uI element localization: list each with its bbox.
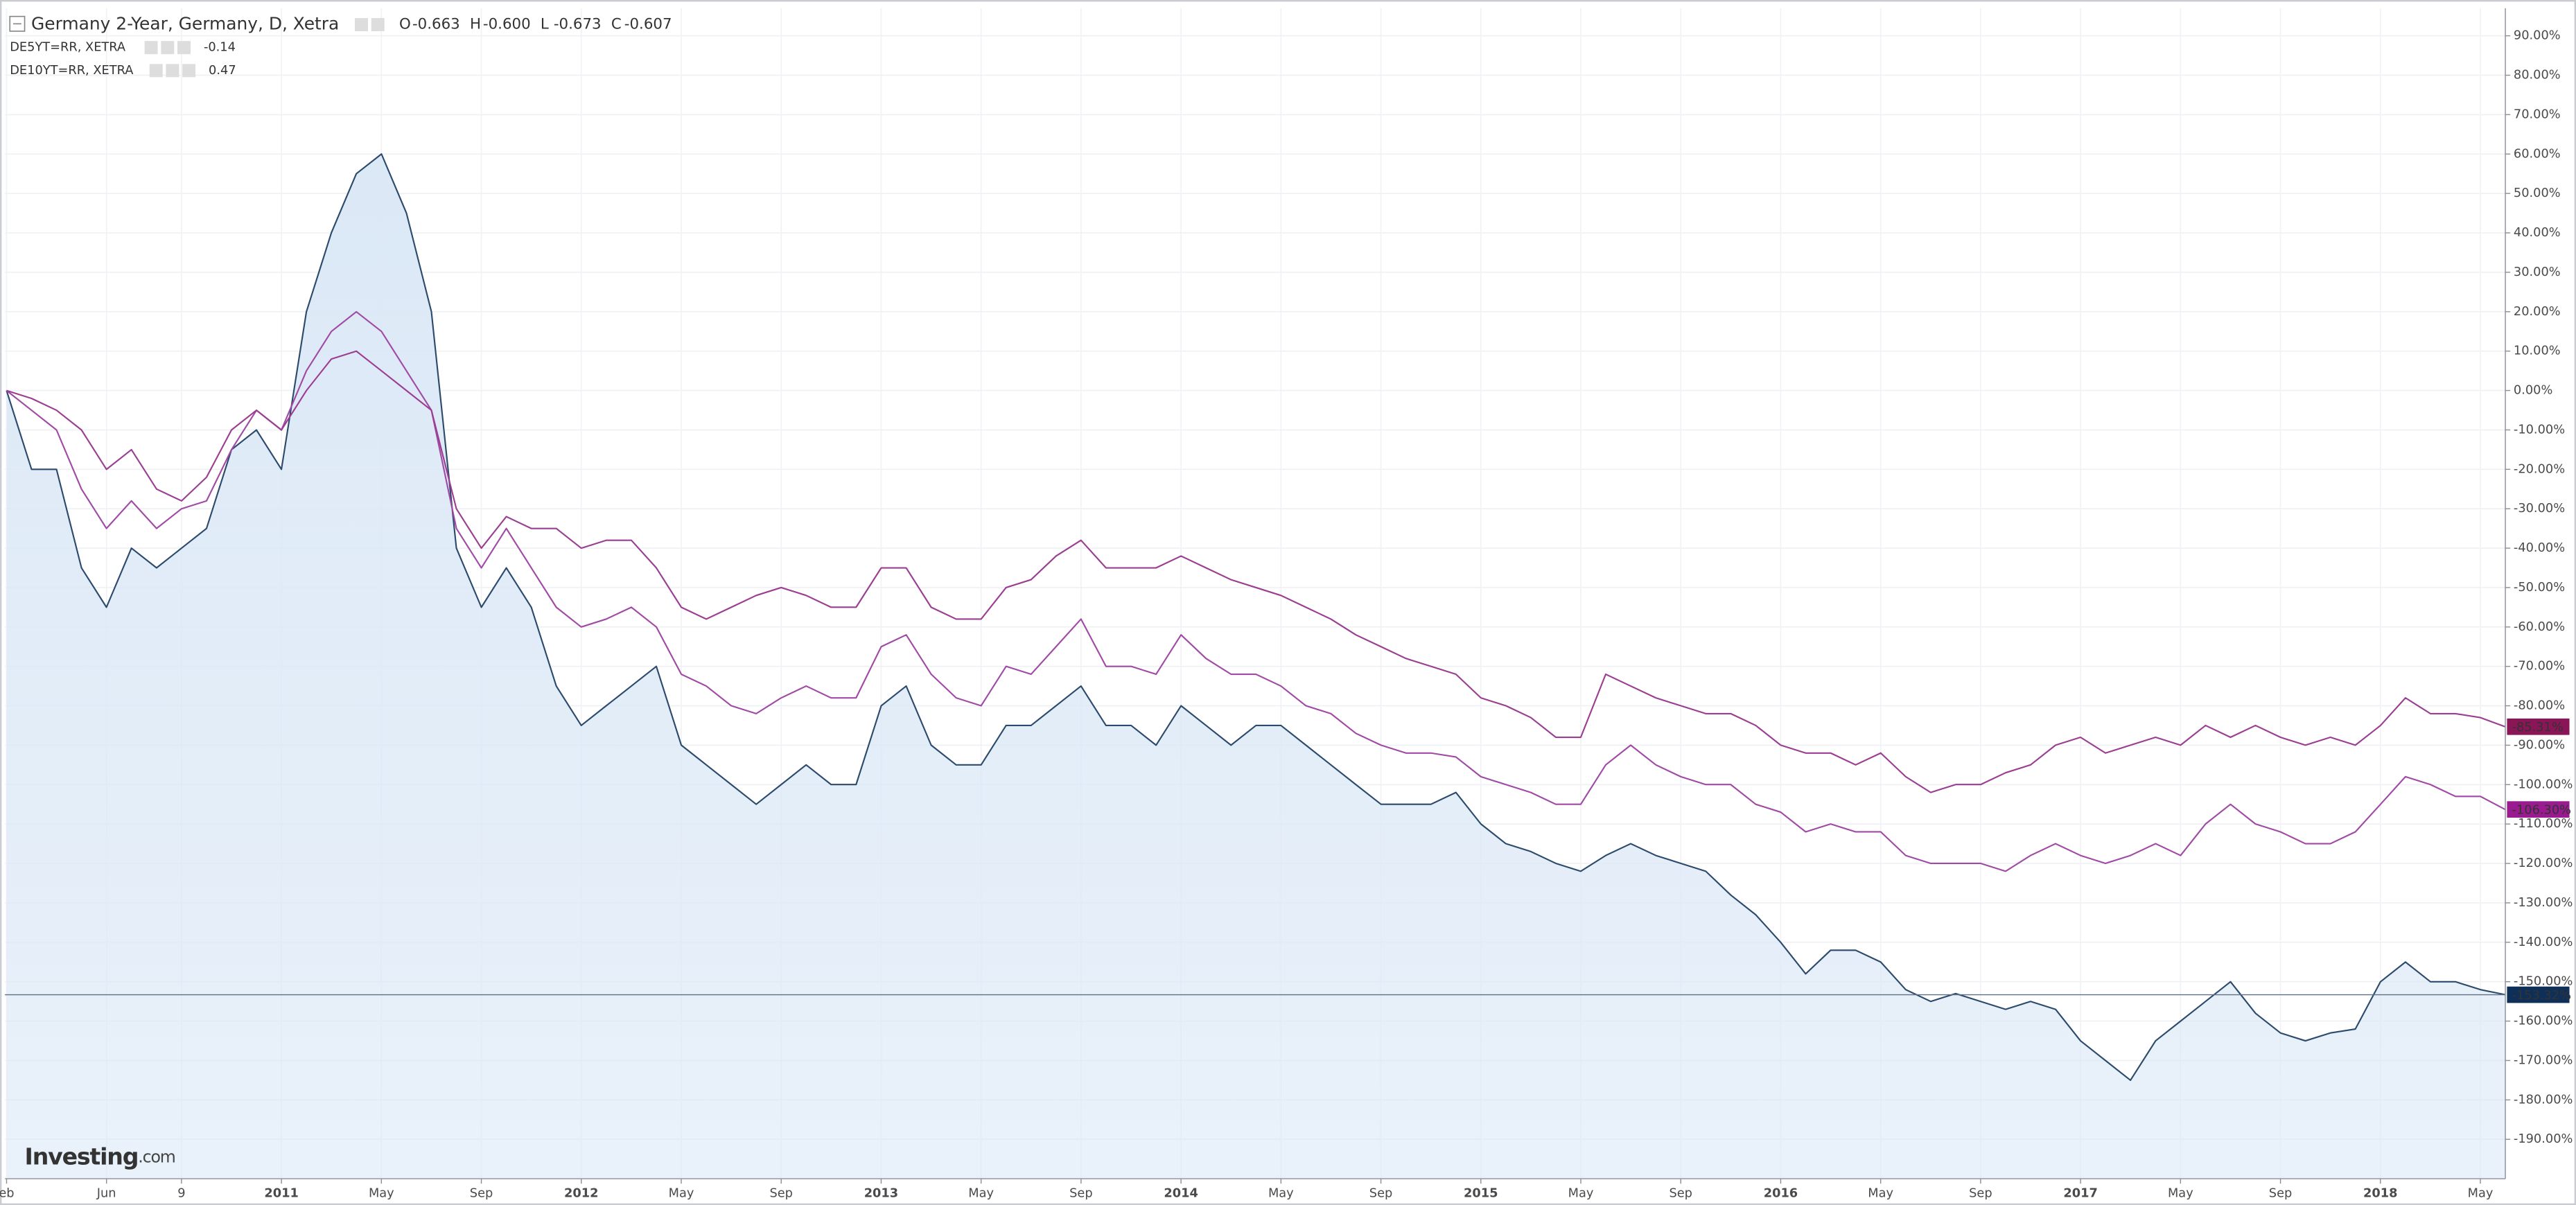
brand-main: Investing [25, 1143, 139, 1170]
collapse-icon[interactable] [9, 15, 26, 32]
series-line [6, 153, 2506, 1082]
y-tick-label: -180.00% [2514, 1093, 2573, 1107]
x-tick-label: 2017 [2063, 1186, 2097, 1200]
legend-icon [166, 64, 179, 78]
y-tick-label: -50.00% [2514, 581, 2565, 595]
x-tick-label: May [968, 1186, 994, 1200]
series-line [6, 310, 2506, 872]
x-tick-label: 2011 [264, 1186, 298, 1200]
ohlc-value: -0.607 [624, 16, 672, 33]
x-tick-label: 2018 [2363, 1186, 2397, 1200]
x-tick-label: 9 [177, 1186, 185, 1200]
x-tick-label: May [1568, 1186, 1594, 1200]
y-tick-label: -70.00% [2514, 660, 2565, 674]
chart-title: Germany 2-Year, Germany, D, Xetra [31, 14, 339, 34]
ohlc-value: -0.663 [412, 16, 460, 33]
ohlc-key: C [611, 16, 622, 33]
x-tick-label: Sep [1369, 1186, 1392, 1200]
y-tick-label: -160.00% [2514, 1014, 2573, 1028]
y-tick-label: -130.00% [2514, 896, 2573, 910]
y-tick-label: -10.00% [2514, 423, 2565, 437]
x-tick-label: Sep [1669, 1186, 1692, 1200]
y-tick-label: 10.00% [2514, 344, 2561, 358]
x-tick-label: 2014 [1164, 1186, 1198, 1200]
last-value-label: -153.32% [2512, 989, 2571, 1003]
y-tick-label: -150.00% [2514, 975, 2573, 989]
y-tick-label: -30.00% [2514, 502, 2565, 516]
x-tick-label: Jun [96, 1186, 116, 1200]
last-value-label: -85.31% [2512, 721, 2564, 735]
y-tick-label: 20.00% [2514, 305, 2561, 319]
y-tick-label: 70.00% [2514, 107, 2561, 121]
y-tick-label: -110.00% [2514, 817, 2573, 831]
y-tick-label: -40.00% [2514, 541, 2565, 555]
y-tick-label: -100.00% [2514, 777, 2573, 791]
y-tick-label: -80.00% [2514, 699, 2565, 713]
x-tick-label: 2013 [864, 1186, 898, 1200]
legend: Germany 2-Year, Germany, D, Xetra Invest… [9, 14, 672, 1170]
x-tick-label: Sep [769, 1186, 792, 1200]
y-tick-label: 90.00% [2514, 29, 2561, 43]
y-tick-label: -60.00% [2514, 620, 2565, 634]
x-tick-label: May [2168, 1186, 2193, 1200]
x-tick-label: Sep [470, 1186, 493, 1200]
area-fill [6, 154, 2506, 1179]
ohlc-value: -0.673 [554, 16, 602, 33]
brand-suffix: .com [138, 1147, 175, 1166]
y-tick-label: -140.00% [2514, 935, 2573, 949]
last-value-label: -106.30% [2512, 803, 2571, 817]
legend-icon [144, 41, 158, 55]
x-tick-label: 2012 [564, 1186, 598, 1200]
y-tick-label: -190.00% [2514, 1132, 2573, 1146]
y-tick-label: 50.00% [2514, 186, 2561, 200]
y-tick-label: -20.00% [2514, 462, 2565, 476]
y-tick-label: -90.00% [2514, 738, 2565, 752]
y-tick-label: 60.00% [2514, 147, 2561, 161]
x-tick-label: eb [0, 1186, 15, 1200]
x-tick-label: May [1268, 1186, 1294, 1200]
hide-icon [371, 18, 385, 32]
ohlc-key: H [470, 16, 481, 33]
ohlc-key: O [399, 16, 411, 33]
last-value-tag [2507, 718, 2570, 735]
x-tick-label: 2015 [1464, 1186, 1498, 1200]
series-line [6, 350, 2506, 793]
settings-icon [355, 18, 368, 32]
x-tick-label: May [369, 1186, 394, 1200]
x-tick-label: 2016 [1764, 1186, 1798, 1200]
legend-name: DE10YT=RR, XETRA [10, 64, 133, 78]
legend-icon [182, 64, 196, 78]
x-tick-label: Sep [1969, 1186, 1992, 1200]
legend-last-value: -0.14 [204, 41, 236, 55]
y-tick-label: -170.00% [2514, 1053, 2573, 1067]
last-value-tag [2507, 801, 2570, 818]
ohlc-key: L [541, 16, 549, 33]
ohlc-value: -0.600 [483, 16, 531, 33]
last-value-tag [2507, 986, 2570, 1003]
legend-name: DE5YT=RR, XETRA [10, 41, 125, 55]
y-tick-label: 80.00% [2514, 69, 2561, 82]
legend-icon [149, 64, 163, 78]
plot: -153.32% -106.30% -85.31% [5, 153, 2571, 1179]
y-tick-label: 0.00% [2514, 384, 2552, 398]
x-tick-label: May [669, 1186, 694, 1200]
x-tick-label: Sep [1069, 1186, 1092, 1200]
x-tick-label: May [2468, 1186, 2494, 1200]
brand: Investing.com [25, 1143, 175, 1170]
y-tick-label: 30.00% [2514, 265, 2561, 279]
x-tick-label: May [1868, 1186, 1893, 1200]
x-tick-label: Sep [2269, 1186, 2292, 1200]
legend-icon [161, 41, 175, 55]
y-tick-label: 40.00% [2514, 226, 2561, 240]
legend-last-value: 0.47 [209, 64, 236, 78]
y-tick-label: -120.00% [2514, 856, 2573, 870]
legend-icon [177, 41, 191, 55]
